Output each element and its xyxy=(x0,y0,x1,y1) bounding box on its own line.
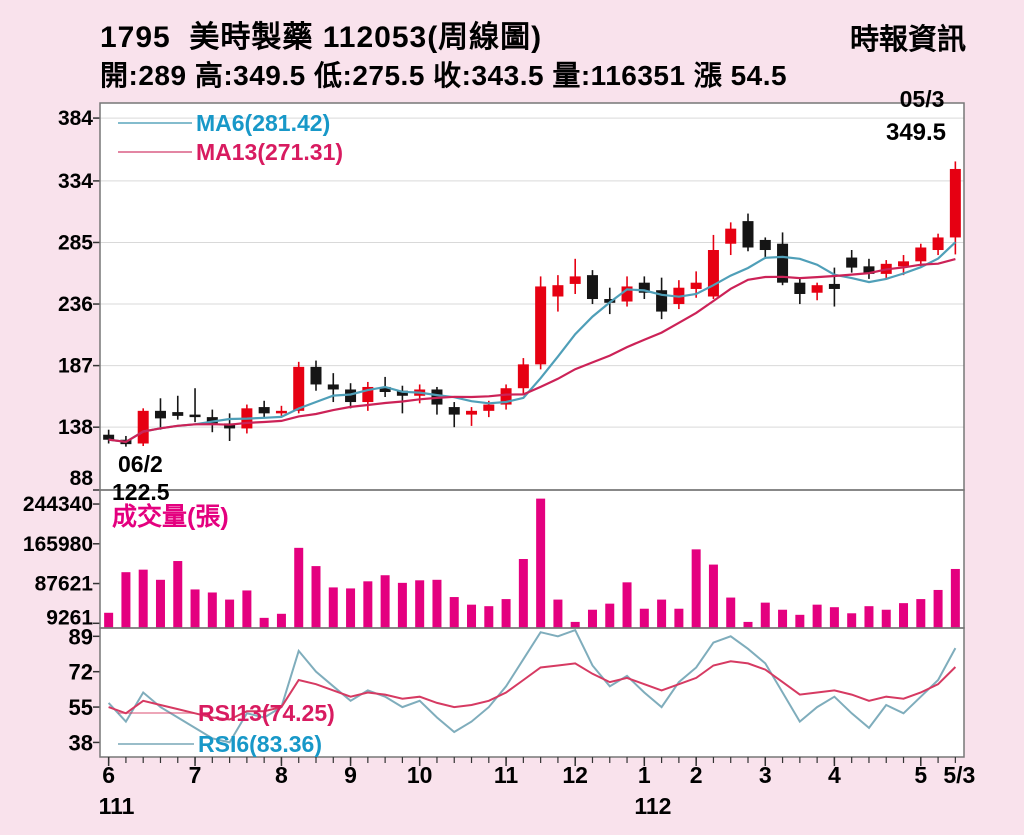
svg-text:112: 112 xyxy=(634,793,671,819)
svg-text:384: 384 xyxy=(58,107,93,130)
svg-text:06/2: 06/2 xyxy=(118,451,163,477)
svg-text:87621: 87621 xyxy=(35,573,94,596)
svg-text:RSI13(74.25): RSI13(74.25) xyxy=(198,700,335,726)
svg-text:285: 285 xyxy=(58,231,93,254)
rsi6-line xyxy=(107,628,957,744)
price-axis-labels: 88 138 187 236 285 334 384 xyxy=(58,107,100,491)
candlestick-series xyxy=(103,161,961,447)
rsi-axis-labels: 38 55 72 89 xyxy=(69,624,100,755)
svg-text:4: 4 xyxy=(828,762,841,788)
svg-text:334: 334 xyxy=(58,170,93,193)
svg-text:72: 72 xyxy=(69,660,93,685)
svg-text:5: 5 xyxy=(914,762,927,788)
svg-text:38: 38 xyxy=(69,730,93,755)
page-title: 1795 美時製藥 112053(周線圖) xyxy=(100,21,543,54)
ma13-line xyxy=(108,258,956,444)
svg-text:2: 2 xyxy=(690,762,703,788)
rsi13-line xyxy=(108,660,957,721)
svg-text:成交量(張): 成交量(張) xyxy=(112,502,229,531)
svg-text:9261: 9261 xyxy=(46,606,93,629)
svg-text:349.5: 349.5 xyxy=(886,119,946,146)
svg-text:89: 89 xyxy=(69,624,93,649)
svg-text:165980: 165980 xyxy=(23,533,93,556)
data-provider-label: 時報資訊 xyxy=(849,24,966,56)
svg-text:5/3: 5/3 xyxy=(943,762,975,788)
ohlc-quote-line: 開:289 高:349.5 低:275.5 收:343.5 量:116351 漲… xyxy=(100,60,788,91)
ma-legend: MA6(281.42) MA13(271.31) xyxy=(118,110,343,165)
svg-text:8: 8 xyxy=(275,762,288,788)
svg-text:236: 236 xyxy=(58,293,93,316)
svg-text:122.5: 122.5 xyxy=(112,479,170,505)
svg-text:9: 9 xyxy=(344,762,357,788)
volume-bars xyxy=(104,498,960,628)
svg-text:6: 6 xyxy=(102,762,115,788)
svg-text:RSI6(83.36): RSI6(83.36) xyxy=(198,731,322,757)
rsi-legend: RSI13(74.25) RSI6(83.36) xyxy=(118,700,335,757)
svg-text:MA13(271.31): MA13(271.31) xyxy=(196,139,343,165)
svg-text:55: 55 xyxy=(69,695,93,720)
svg-text:88: 88 xyxy=(70,467,94,490)
svg-text:1: 1 xyxy=(638,762,651,788)
svg-text:12: 12 xyxy=(562,762,588,788)
ma6-line xyxy=(108,241,957,444)
svg-text:138: 138 xyxy=(58,416,93,439)
svg-text:187: 187 xyxy=(58,355,93,378)
pane-borders xyxy=(99,102,965,758)
svg-text:10: 10 xyxy=(407,762,433,788)
svg-text:111: 111 xyxy=(99,793,135,819)
svg-text:3: 3 xyxy=(759,762,772,788)
svg-text:244340: 244340 xyxy=(23,493,93,516)
svg-text:05/3: 05/3 xyxy=(900,86,945,112)
volume-axis-labels: 9261 87621 165980 244340 xyxy=(23,493,100,629)
svg-text:7: 7 xyxy=(189,762,202,788)
volume-legend: 成交量(張) xyxy=(112,502,229,531)
svg-text:11: 11 xyxy=(494,762,519,788)
svg-text:MA6(281.42): MA6(281.42) xyxy=(196,110,330,136)
